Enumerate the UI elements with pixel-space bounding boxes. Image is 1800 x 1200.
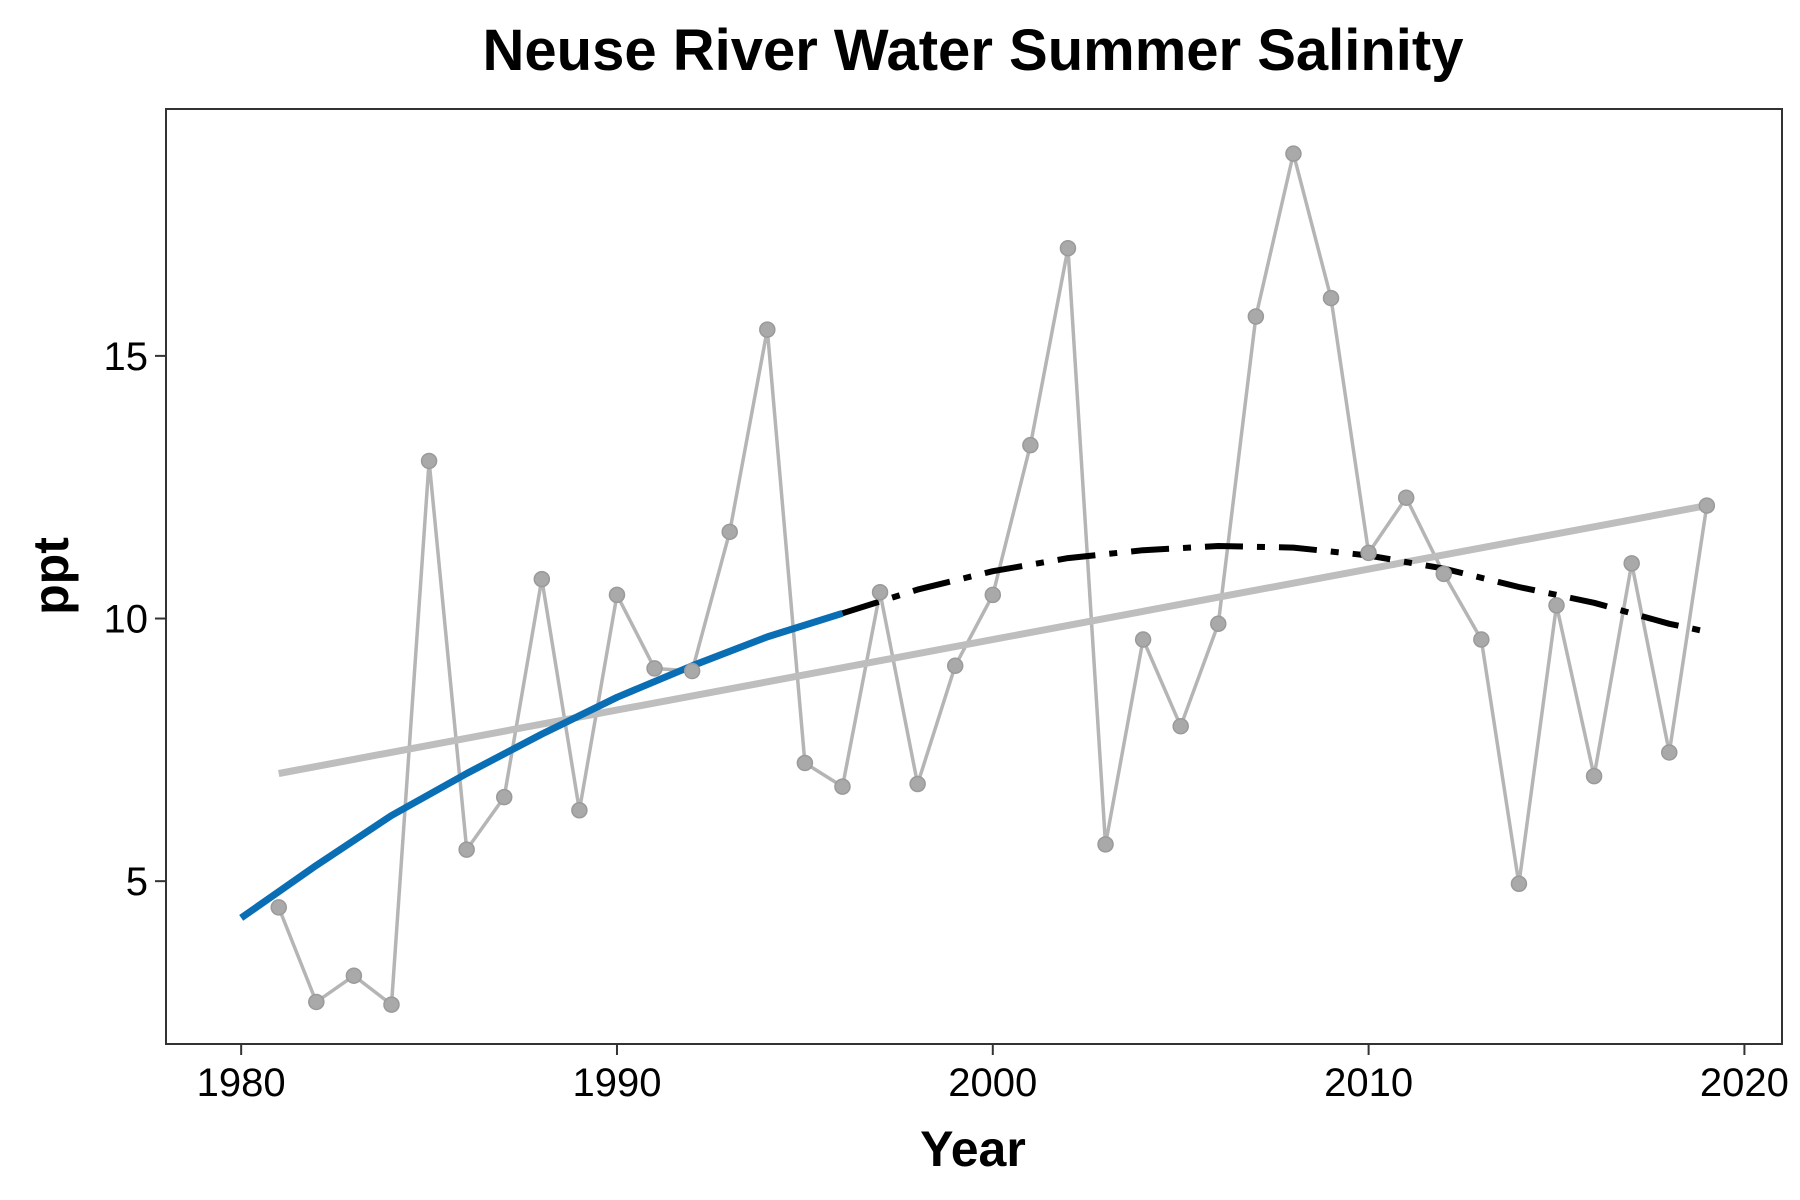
observed-point [345,967,363,984]
y-tick-label: 10 [104,598,149,642]
observed-point [608,586,626,604]
chart-title: Neuse River Water Summer Salinity [483,18,1464,83]
observed-point [1698,497,1716,514]
observed-point [984,586,1002,604]
fitted-curve-line [239,609,844,921]
observed-point [458,841,475,858]
observed-point [1210,615,1227,633]
observed-point [1473,631,1490,648]
observed-point [270,899,287,916]
observed-point [383,996,400,1013]
observed-point [1172,717,1189,735]
observed-point [571,802,588,819]
projected-curve-line [841,543,1708,635]
observed-point [495,788,513,806]
observed-point [796,754,814,772]
observed-point [871,584,889,601]
x-tick-label: 1980 [197,1061,286,1105]
observed-point [1322,289,1340,307]
observed-point [759,321,776,338]
observed-point [1059,239,1077,257]
observed-point [1548,597,1565,614]
observed-point [946,657,964,675]
y-tick-label: 15 [104,335,149,379]
observed-point [683,662,701,680]
y-axis: 5 10 15 [104,335,166,904]
observed-point [420,452,438,470]
observed-point [1134,631,1152,648]
observed-point [909,775,926,793]
x-tick-label: 2010 [1324,1061,1413,1105]
observed-series-line [277,151,1709,1007]
observed-point [834,778,851,795]
x-tick-label: 2000 [948,1061,1037,1105]
observed-point [1097,836,1114,853]
observed-point [646,660,663,677]
observed-point [1585,767,1603,785]
observed-point [308,993,325,1011]
plot-series [239,145,1716,1013]
observed-point [1247,308,1265,325]
x-tick-label: 2020 [1700,1061,1789,1105]
observed-point [1510,875,1528,893]
observed-point [1022,436,1039,454]
y-tick-label: 5 [126,860,148,904]
observed-point [721,523,738,541]
x-axis-title: Year [920,1121,1026,1177]
observed-point [1435,565,1453,583]
observed-point [1623,555,1640,572]
linear-trend-line [278,502,1708,777]
observed-point [1397,489,1415,506]
observed-point [1360,544,1377,562]
y-axis-title: ppt [23,537,79,615]
observed-point [533,570,551,588]
x-axis: 1980 1990 2000 2010 2020 [197,1044,1789,1105]
observed-point [1285,145,1302,162]
plot-panel [165,108,1783,1045]
x-tick-label: 1990 [572,1061,661,1105]
observed-point [1661,744,1678,761]
